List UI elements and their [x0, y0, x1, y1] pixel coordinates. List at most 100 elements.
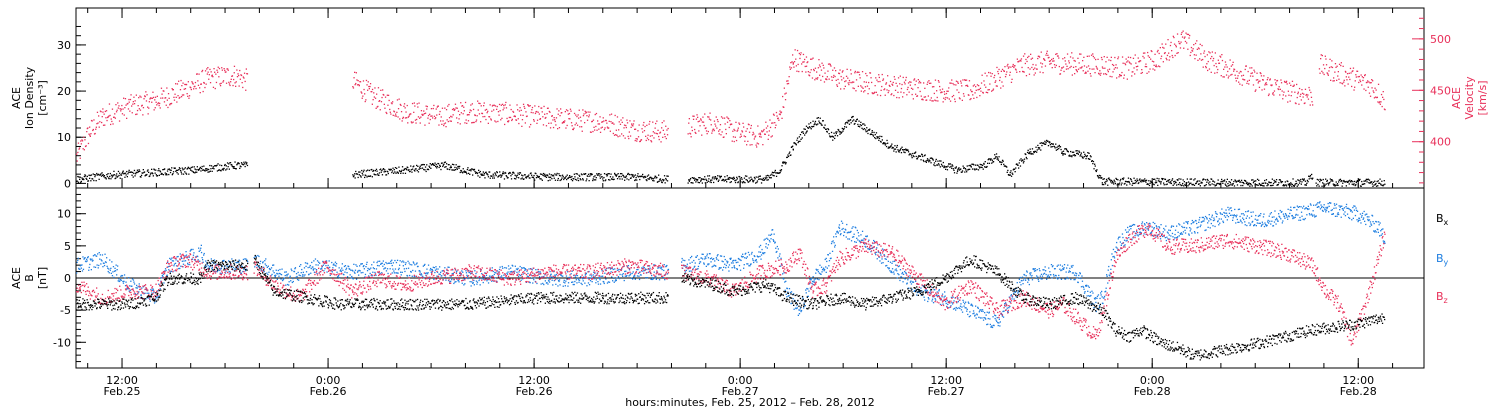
data-point — [567, 177, 570, 179]
data-point — [647, 174, 650, 176]
data-point — [1296, 96, 1298, 99]
data-point — [172, 89, 174, 91]
data-point — [179, 89, 182, 91]
data-point — [607, 173, 609, 175]
data-point — [664, 136, 666, 138]
data-point — [787, 155, 790, 158]
data-point — [217, 66, 219, 68]
data-point — [738, 122, 740, 124]
data-point — [1189, 54, 1191, 57]
data-point — [1108, 177, 1110, 179]
data-point — [929, 160, 931, 162]
data-point — [407, 122, 409, 124]
data-point — [902, 96, 904, 98]
data-point — [314, 268, 316, 270]
data-point — [1055, 64, 1057, 67]
data-point — [866, 85, 869, 87]
data-point — [1237, 75, 1239, 77]
data-point — [424, 263, 426, 266]
data-point — [928, 80, 930, 82]
data-point — [661, 127, 663, 129]
data-point — [787, 154, 789, 156]
data-point — [1166, 59, 1168, 61]
data-point — [1056, 148, 1059, 151]
data-point — [521, 125, 523, 127]
data-point — [226, 168, 228, 170]
data-point — [221, 69, 223, 71]
data-point — [1252, 84, 1255, 86]
data-point — [453, 109, 455, 111]
data-point — [521, 177, 523, 179]
data-point — [1340, 64, 1342, 67]
data-point — [111, 176, 113, 178]
data-point — [1159, 47, 1161, 49]
data-point — [592, 179, 594, 182]
data-point — [110, 178, 112, 180]
data-point — [1341, 180, 1343, 182]
data-point — [558, 110, 560, 112]
data-point — [148, 107, 150, 109]
data-point — [92, 173, 94, 175]
data-point — [183, 168, 185, 170]
data-point — [404, 263, 407, 266]
data-point — [1187, 185, 1189, 187]
data-point — [1216, 182, 1219, 185]
data-point — [1244, 79, 1246, 81]
data-point — [1179, 47, 1182, 49]
data-point — [133, 169, 136, 172]
data-point — [1351, 183, 1353, 185]
data-point — [956, 170, 959, 172]
data-point — [885, 83, 887, 85]
data-point — [805, 125, 808, 127]
data-point — [810, 69, 812, 71]
data-point — [1319, 181, 1321, 183]
data-point — [1058, 147, 1060, 150]
data-point — [1138, 179, 1141, 181]
data-point — [486, 112, 488, 114]
data-point — [502, 171, 504, 173]
data-point — [1192, 183, 1194, 186]
data-point — [478, 113, 481, 115]
data-point — [606, 175, 608, 177]
data-point — [1361, 180, 1363, 183]
data-point — [871, 92, 873, 94]
data-point — [412, 261, 414, 263]
data-point — [790, 62, 792, 64]
data-point — [379, 260, 381, 262]
data-point — [225, 71, 227, 73]
data-point — [774, 171, 776, 173]
data-point — [163, 270, 166, 272]
data-point — [286, 283, 289, 286]
data-point — [274, 276, 276, 278]
data-point — [1356, 70, 1359, 72]
data-point — [151, 292, 153, 294]
data-point — [108, 272, 110, 274]
data-point — [186, 93, 188, 95]
data-point — [202, 259, 204, 261]
data-point — [200, 244, 202, 246]
data-point — [655, 132, 657, 135]
data-point — [205, 260, 207, 262]
data-point — [601, 126, 603, 128]
data-point — [1095, 170, 1097, 173]
data-point — [861, 71, 864, 73]
data-point — [1152, 183, 1154, 185]
data-point — [99, 121, 101, 123]
data-point — [180, 170, 182, 172]
data-point — [799, 134, 802, 136]
data-point — [593, 179, 596, 181]
data-point — [201, 165, 203, 168]
data-point — [997, 158, 999, 160]
data-point — [958, 97, 961, 99]
data-point — [102, 124, 105, 126]
data-point — [1083, 151, 1085, 153]
data-point — [592, 178, 594, 180]
data-point — [1103, 183, 1105, 186]
data-point — [516, 174, 519, 176]
data-point — [373, 268, 375, 270]
data-point — [588, 180, 590, 182]
data-point — [181, 94, 184, 96]
data-point — [533, 119, 535, 121]
data-point — [1311, 173, 1313, 176]
data-point — [354, 269, 357, 271]
